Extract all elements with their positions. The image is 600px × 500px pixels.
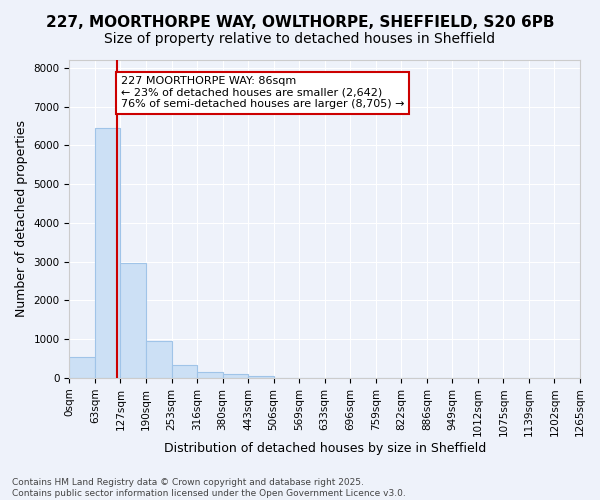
Text: 227, MOORTHORPE WAY, OWLTHORPE, SHEFFIELD, S20 6PB: 227, MOORTHORPE WAY, OWLTHORPE, SHEFFIEL… — [46, 15, 554, 30]
X-axis label: Distribution of detached houses by size in Sheffield: Distribution of detached houses by size … — [164, 442, 486, 455]
Text: Contains HM Land Registry data © Crown copyright and database right 2025.
Contai: Contains HM Land Registry data © Crown c… — [12, 478, 406, 498]
Bar — [197, 372, 223, 378]
Bar — [248, 376, 274, 378]
Text: 227 MOORTHORPE WAY: 86sqm
← 23% of detached houses are smaller (2,642)
76% of se: 227 MOORTHORPE WAY: 86sqm ← 23% of detac… — [121, 76, 404, 110]
Bar — [95, 128, 121, 378]
Bar — [172, 365, 197, 378]
Bar — [70, 358, 95, 378]
Y-axis label: Number of detached properties: Number of detached properties — [15, 120, 28, 318]
Bar — [223, 374, 248, 378]
Bar — [146, 340, 172, 378]
Bar — [121, 263, 146, 378]
Text: Size of property relative to detached houses in Sheffield: Size of property relative to detached ho… — [104, 32, 496, 46]
